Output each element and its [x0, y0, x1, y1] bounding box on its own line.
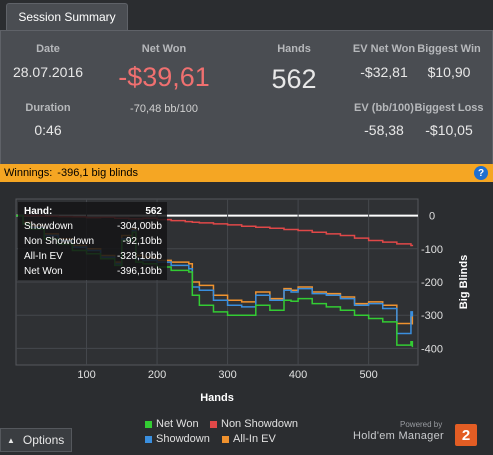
winnings-banner: Winnings: -396,1 big blinds ?	[0, 164, 493, 182]
tooltip-nonshowdown-value: -92,10bb	[122, 236, 162, 247]
net-won-value: -$39,61	[118, 62, 210, 92]
biggest-win-label: Biggest Win	[417, 43, 481, 55]
duration-value: 0:46	[34, 122, 62, 138]
chevron-up-icon: ▲	[7, 435, 15, 445]
winnings-label: Winnings:	[4, 167, 53, 179]
legend-non-showdown-label: Non Showdown	[221, 418, 299, 430]
y-tick-label: -300	[421, 310, 443, 322]
x-tick-label: 200	[148, 369, 166, 381]
legend-showdown[interactable]: Showdown	[145, 433, 210, 445]
biggest-loss-label: Biggest Loss	[414, 102, 484, 114]
net-won-label: Net Won	[141, 43, 187, 55]
date-label: Date	[36, 43, 60, 55]
y-tick-label: 0	[429, 211, 435, 223]
date-value: 28.07.2016	[12, 64, 84, 80]
help-icon[interactable]: ?	[474, 166, 488, 180]
legend-swatch-allin-ev	[222, 435, 229, 443]
tab-session-summary[interactable]: Session Summary	[6, 3, 128, 30]
legend-allin-ev-label: All-In EV	[233, 433, 276, 445]
axis-ticks: 0 -100 -200 -300 -400 100 200 300 400 500	[77, 211, 443, 381]
brand-name: Hold'em Manager	[353, 430, 444, 442]
y-tick-label: -200	[421, 277, 443, 289]
legend-swatch-showdown	[145, 435, 152, 443]
legend-swatch-net-won	[145, 420, 152, 428]
x-tick-label: 400	[289, 369, 307, 381]
hands-label: Hands	[277, 43, 311, 55]
legend-showdown-label: Showdown	[156, 433, 210, 445]
tooltip-showdown-label: Showdown	[24, 221, 73, 232]
biggest-loss-value: -$10,05	[425, 122, 473, 138]
legend-allin-ev[interactable]: All-In EV	[222, 433, 276, 445]
options-label: Options	[22, 433, 65, 447]
hands-value: 562	[271, 64, 317, 94]
duration-label: Duration	[25, 102, 71, 114]
x-tick-label: 300	[218, 369, 236, 381]
options-button[interactable]: ▲ Options	[0, 428, 72, 452]
tooltip-nonshowdown-label: Non Showdown	[24, 236, 95, 247]
winnings-value: -396,1 big blinds	[57, 167, 139, 179]
biggest-win-value: $10,90	[427, 64, 471, 80]
ev-net-won-value: -$32,81	[360, 64, 408, 80]
legend-net-won[interactable]: Net Won	[145, 418, 199, 430]
session-summary-panel: Date 28.07.2016 Duration 0:46 Net Won -$…	[0, 30, 493, 164]
tooltip-allin-label: All-In EV	[24, 251, 63, 262]
x-tick-label: 500	[359, 369, 377, 381]
ev-bb100-label: EV (bb/100)	[354, 102, 414, 114]
tooltip-hand-value: 562	[145, 206, 162, 217]
y-tick-label: -100	[421, 244, 443, 256]
tooltip-netwon-label: Net Won	[24, 266, 63, 277]
hover-tooltip: Hand: 562 Showdown -304,00bb Non Showdow…	[18, 202, 167, 280]
net-won-bb100: -70,48 bb/100	[130, 103, 198, 115]
x-axis-label: Hands	[200, 392, 234, 404]
legend-swatch-non-showdown	[210, 420, 217, 428]
x-tick-label: 100	[77, 369, 95, 381]
tab-bar: Session Summary	[0, 0, 493, 30]
tooltip-allin-value: -328,10bb	[116, 251, 162, 262]
legend-net-won-label: Net Won	[156, 418, 199, 430]
legend-non-showdown[interactable]: Non Showdown	[210, 418, 298, 430]
tooltip-showdown-value: -304,00bb	[116, 221, 162, 232]
ev-bb100-value: -58,38	[364, 122, 404, 138]
ev-net-won-label: EV Net Won	[352, 43, 416, 55]
y-tick-label: -400	[421, 343, 443, 355]
hm2-logo-icon: 2	[455, 424, 477, 446]
y-axis-label: Big Blinds	[458, 255, 470, 309]
tooltip-hand-label: Hand:	[24, 206, 53, 217]
tooltip-netwon-value: -396,10bb	[116, 266, 162, 277]
powered-by-text: Powered by	[400, 420, 443, 429]
